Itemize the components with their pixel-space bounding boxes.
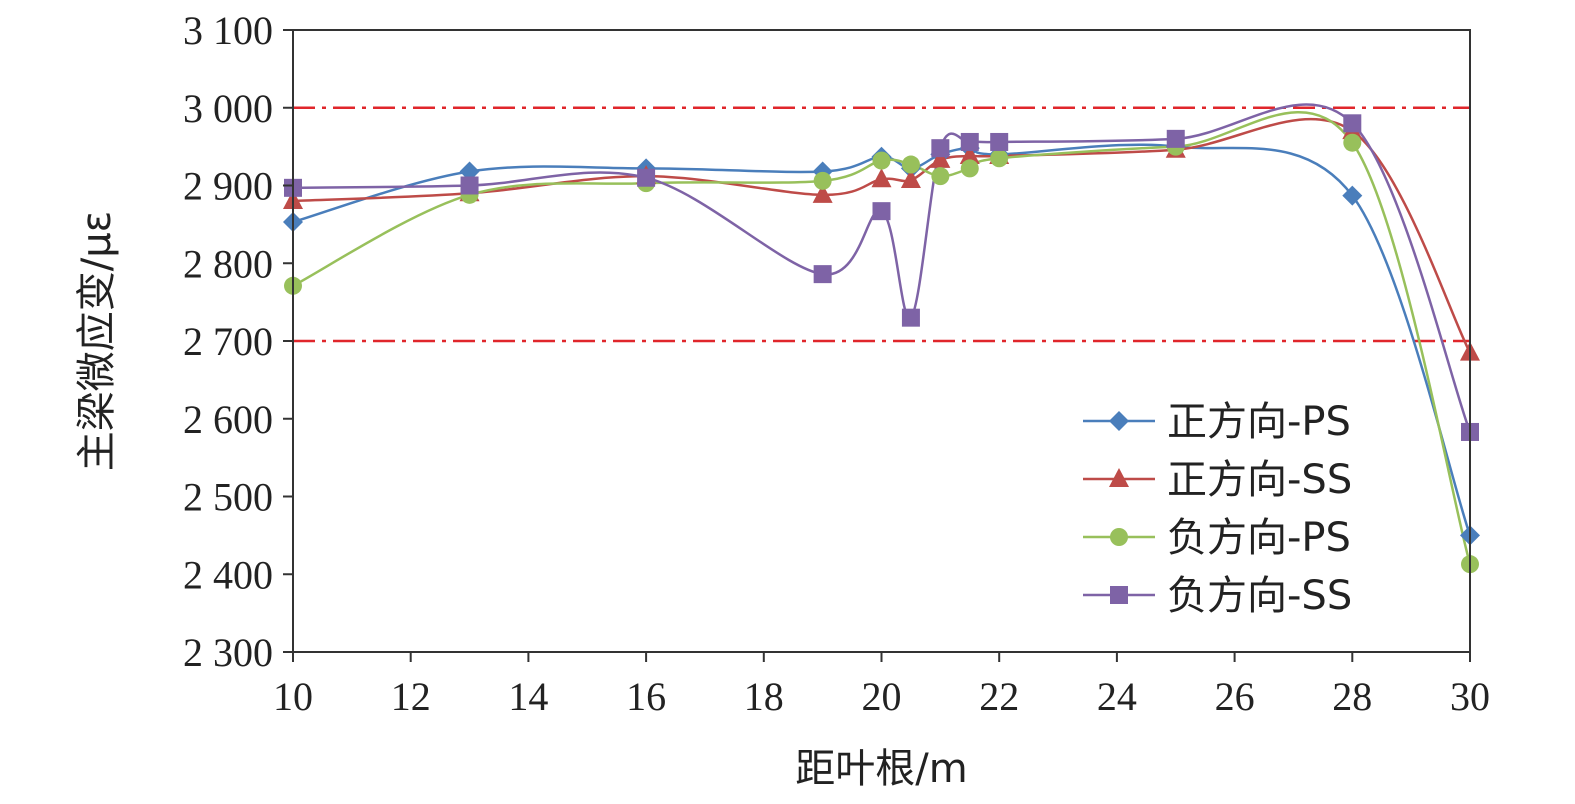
data-point-series-3 <box>931 167 950 186</box>
legend-swatch-marker <box>1109 468 1129 487</box>
legend-label: 正方向-PS <box>1167 399 1351 445</box>
legend-label: 正方向-SS <box>1167 457 1352 503</box>
legend-label: 负方向-PS <box>1167 515 1351 561</box>
x-tick-label: 12 <box>391 674 431 719</box>
data-point-series-4 <box>901 308 920 327</box>
legend-item-4: 负方向-SS <box>1083 573 1352 619</box>
data-point-series-4 <box>872 202 891 221</box>
data-point-series-2 <box>812 183 833 203</box>
legend-item-1: 正方向-PS <box>1083 399 1351 445</box>
y-tick-label: 2 800 <box>183 241 273 286</box>
data-point-series-2 <box>900 169 921 189</box>
data-point-series-3 <box>901 155 920 174</box>
data-point-series-2 <box>871 168 892 188</box>
legend-swatch-marker <box>1110 528 1128 546</box>
x-tick-label: 10 <box>273 674 313 719</box>
data-point-series-3 <box>960 159 979 178</box>
x-tick-label: 24 <box>1097 674 1137 719</box>
legend: 正方向-PS 正方向-SS 负方向-PS 负方向-SS <box>1083 399 1352 619</box>
x-tick-label: 22 <box>979 674 1019 719</box>
x-tick-label: 16 <box>626 674 666 719</box>
legend-swatch-marker <box>1109 411 1129 431</box>
y-tick-label: 2 700 <box>183 319 273 364</box>
legend-item-3: 负方向-PS <box>1083 515 1351 561</box>
data-point-series-4 <box>460 176 479 195</box>
data-point-series-2 <box>930 148 951 168</box>
x-tick-label: 30 <box>1450 674 1490 719</box>
data-point-series-4 <box>1166 129 1185 148</box>
y-tick-label: 2 500 <box>183 475 273 520</box>
y-tick-label: 3 000 <box>183 86 273 131</box>
data-point-series-3 <box>1343 133 1362 152</box>
data-point-series-4 <box>637 168 656 187</box>
x-tick-label: 28 <box>1332 674 1372 719</box>
data-point-series-4 <box>960 132 979 151</box>
series-line-4 <box>292 103 1472 433</box>
data-point-series-4 <box>1343 114 1362 133</box>
legend-swatch-marker <box>1110 586 1128 604</box>
y-tick-label: 2 300 <box>183 630 273 675</box>
y-tick-label: 2 900 <box>183 164 273 209</box>
x-tick-label: 26 <box>1215 674 1255 719</box>
x-axis-ticks: 10 12 14 16 18 20 22 24 26 28 30 <box>273 652 1490 719</box>
series-line-2 <box>292 117 1472 354</box>
x-tick-label: 20 <box>862 674 902 719</box>
data-point-series-4 <box>931 139 950 158</box>
data-point-series-3 <box>872 151 891 170</box>
data-point-series-2 <box>959 144 980 164</box>
data-point-series-1 <box>1342 185 1363 206</box>
data-point-series-4 <box>990 132 1009 151</box>
y-tick-label: 2 600 <box>183 397 273 442</box>
data-point-series-4 <box>813 265 832 284</box>
x-tick-label: 18 <box>744 674 784 719</box>
y-tick-label: 3 100 <box>183 8 273 53</box>
y-axis-title: 主梁微应变/με <box>74 211 120 472</box>
legend-item-2: 正方向-SS <box>1083 457 1352 503</box>
data-point-series-3 <box>813 171 832 190</box>
reference-lines <box>293 106 1470 343</box>
y-axis-ticks: 2 300 2 400 2 500 2 600 2 700 2 800 2 900 3 000… <box>183 8 293 675</box>
x-axis-title: 距叶根/m <box>795 746 967 792</box>
series-markers <box>283 114 1480 574</box>
data-point-series-3 <box>990 149 1009 168</box>
legend-label: 负方向-SS <box>1167 573 1352 619</box>
y-tick-label: 2 400 <box>183 552 273 597</box>
x-tick-label: 14 <box>508 674 548 719</box>
